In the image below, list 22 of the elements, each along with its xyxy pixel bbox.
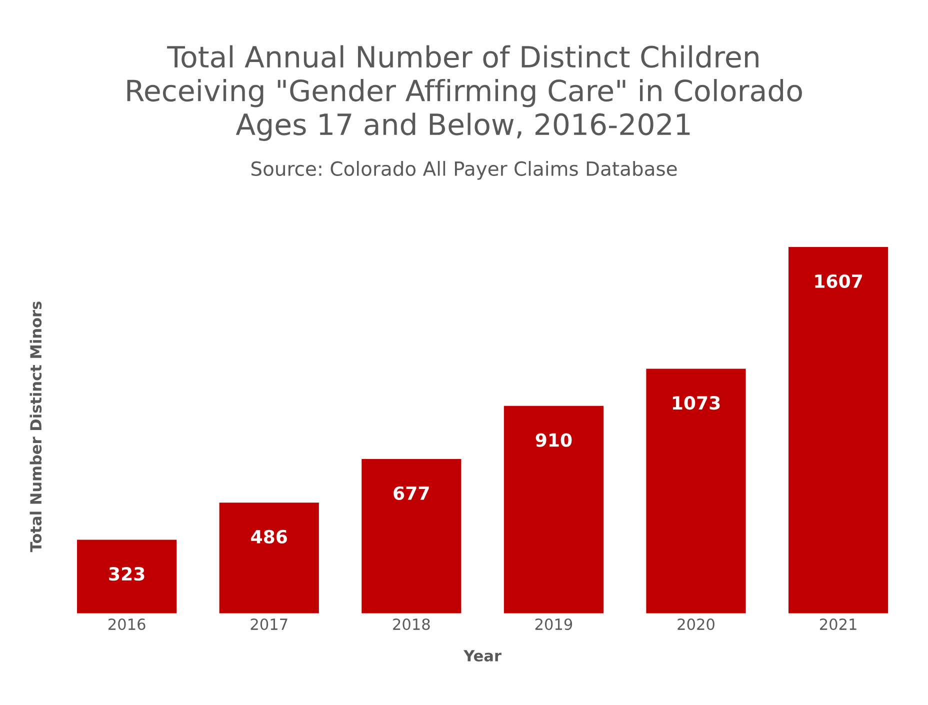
data-label: 677 [394,486,429,500]
x-axis-title: Year [463,650,502,662]
x-tick-label: 2017 [250,618,288,630]
bar [362,459,462,614]
bar [504,406,604,614]
data-label: 323 [109,567,144,581]
x-tick-label: 2018 [393,618,430,630]
data-label: 486 [251,530,287,544]
data-label: 1073 [672,396,720,410]
chart-subtitle: Source: Colorado All Payer Claims Database [251,160,677,180]
bar [77,540,177,614]
x-tick-label: 2019 [535,618,572,630]
x-tick-label: 2021 [820,618,856,630]
bar [788,247,888,614]
data-label: 1607 [815,274,862,288]
chart-title: Total Annual Number of Distinct Children Receiving "Gender Affirming Care" in Colorado Ages 17 and Below, 2016-2021 [127,45,802,141]
bar [646,368,746,614]
y-axis-title: Total Number Distinct Minors [30,302,42,552]
bar [219,502,319,614]
x-tick-label: 2016 [108,618,146,630]
x-tick-label: 2020 [678,618,714,630]
data-label: 910 [536,433,572,447]
